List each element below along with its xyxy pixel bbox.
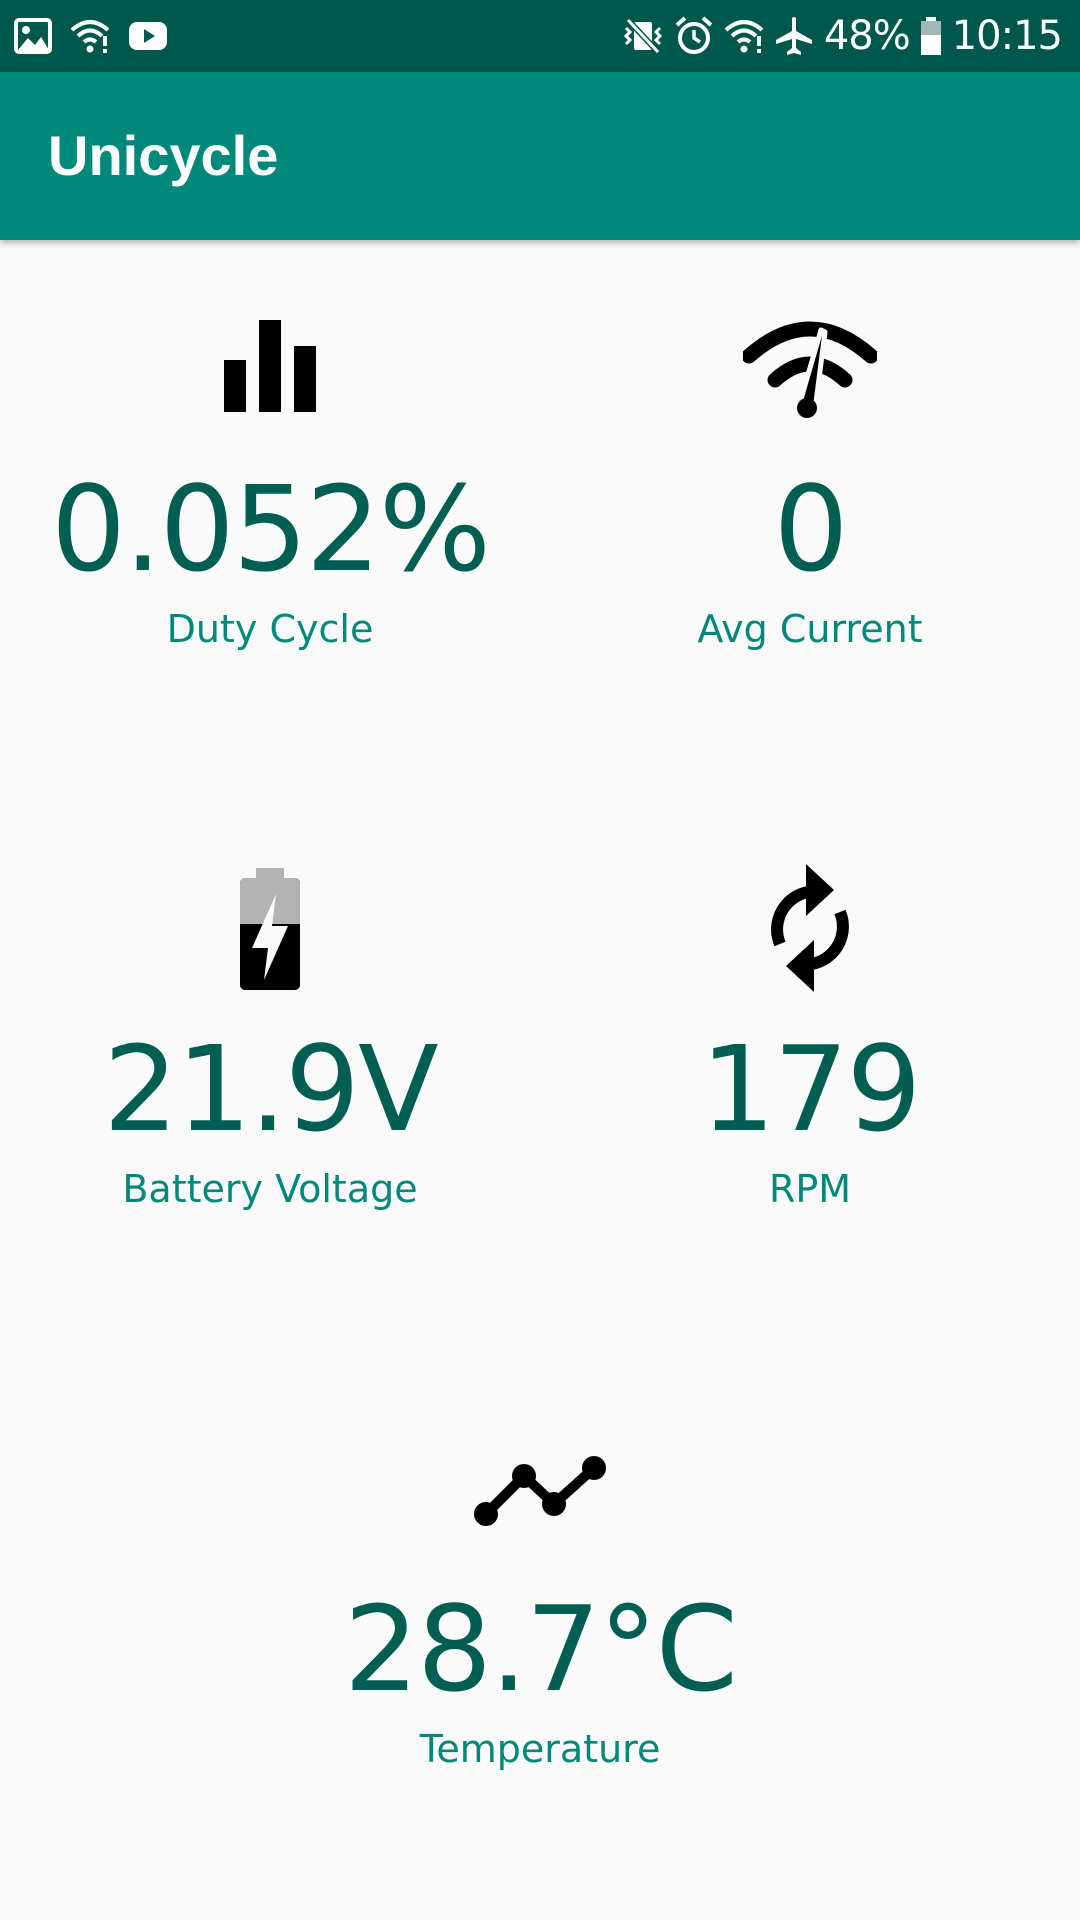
temperature-tile: 28.7°C Temperature [270, 1420, 810, 1800]
battery-charging-icon [0, 868, 540, 990]
battery-percent: 48% [823, 13, 911, 59]
wifi-question-icon [724, 18, 764, 54]
duty-cycle-value: 0.052% [51, 460, 491, 598]
duty-cycle-tile: 0.052% Duty Cycle [0, 300, 540, 680]
page-title: Unicycle [48, 124, 279, 187]
rpm-label: RPM [768, 1167, 852, 1211]
speedometer-icon [540, 320, 1080, 420]
alarm-icon [674, 16, 714, 56]
youtube-icon [128, 21, 168, 51]
image-icon [14, 18, 52, 54]
clock: 10:15 [951, 13, 1063, 59]
vibrate-mute-icon [622, 16, 664, 56]
battery-voltage-value: 21.9V [103, 1020, 438, 1158]
line-chart-icon [270, 1450, 810, 1530]
rpm-tile: 179 RPM [540, 860, 1080, 1240]
battery-icon [920, 16, 942, 56]
airplane-icon [774, 16, 814, 56]
app-bar: Unicycle [0, 72, 1080, 240]
avg-current-label: Avg Current [697, 607, 923, 651]
battery-voltage-tile: 21.9V Battery Voltage [0, 860, 540, 1240]
notification-icons [14, 14, 168, 58]
status-bar: 48% 10:15 [0, 0, 1080, 72]
temperature-value: 28.7°C [343, 1580, 738, 1718]
wifi-question-icon [70, 18, 110, 54]
rpm-value: 179 [700, 1020, 921, 1158]
system-status-icons: 48% 10:15 [622, 12, 1063, 60]
temperature-label: Temperature [419, 1727, 661, 1771]
duty-cycle-label: Duty Cycle [166, 607, 374, 651]
avg-current-tile: 0 Avg Current [540, 300, 1080, 680]
battery-voltage-label: Battery Voltage [122, 1167, 418, 1211]
rotation-icon [540, 862, 1080, 994]
bar-chart-icon [0, 316, 540, 416]
avg-current-value: 0 [773, 460, 848, 598]
